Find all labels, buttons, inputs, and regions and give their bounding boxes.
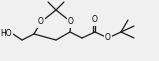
Text: O: O	[92, 15, 98, 25]
Text: O: O	[38, 18, 44, 26]
Text: O: O	[68, 18, 74, 26]
Text: O: O	[105, 33, 111, 43]
Text: HO: HO	[0, 30, 12, 38]
